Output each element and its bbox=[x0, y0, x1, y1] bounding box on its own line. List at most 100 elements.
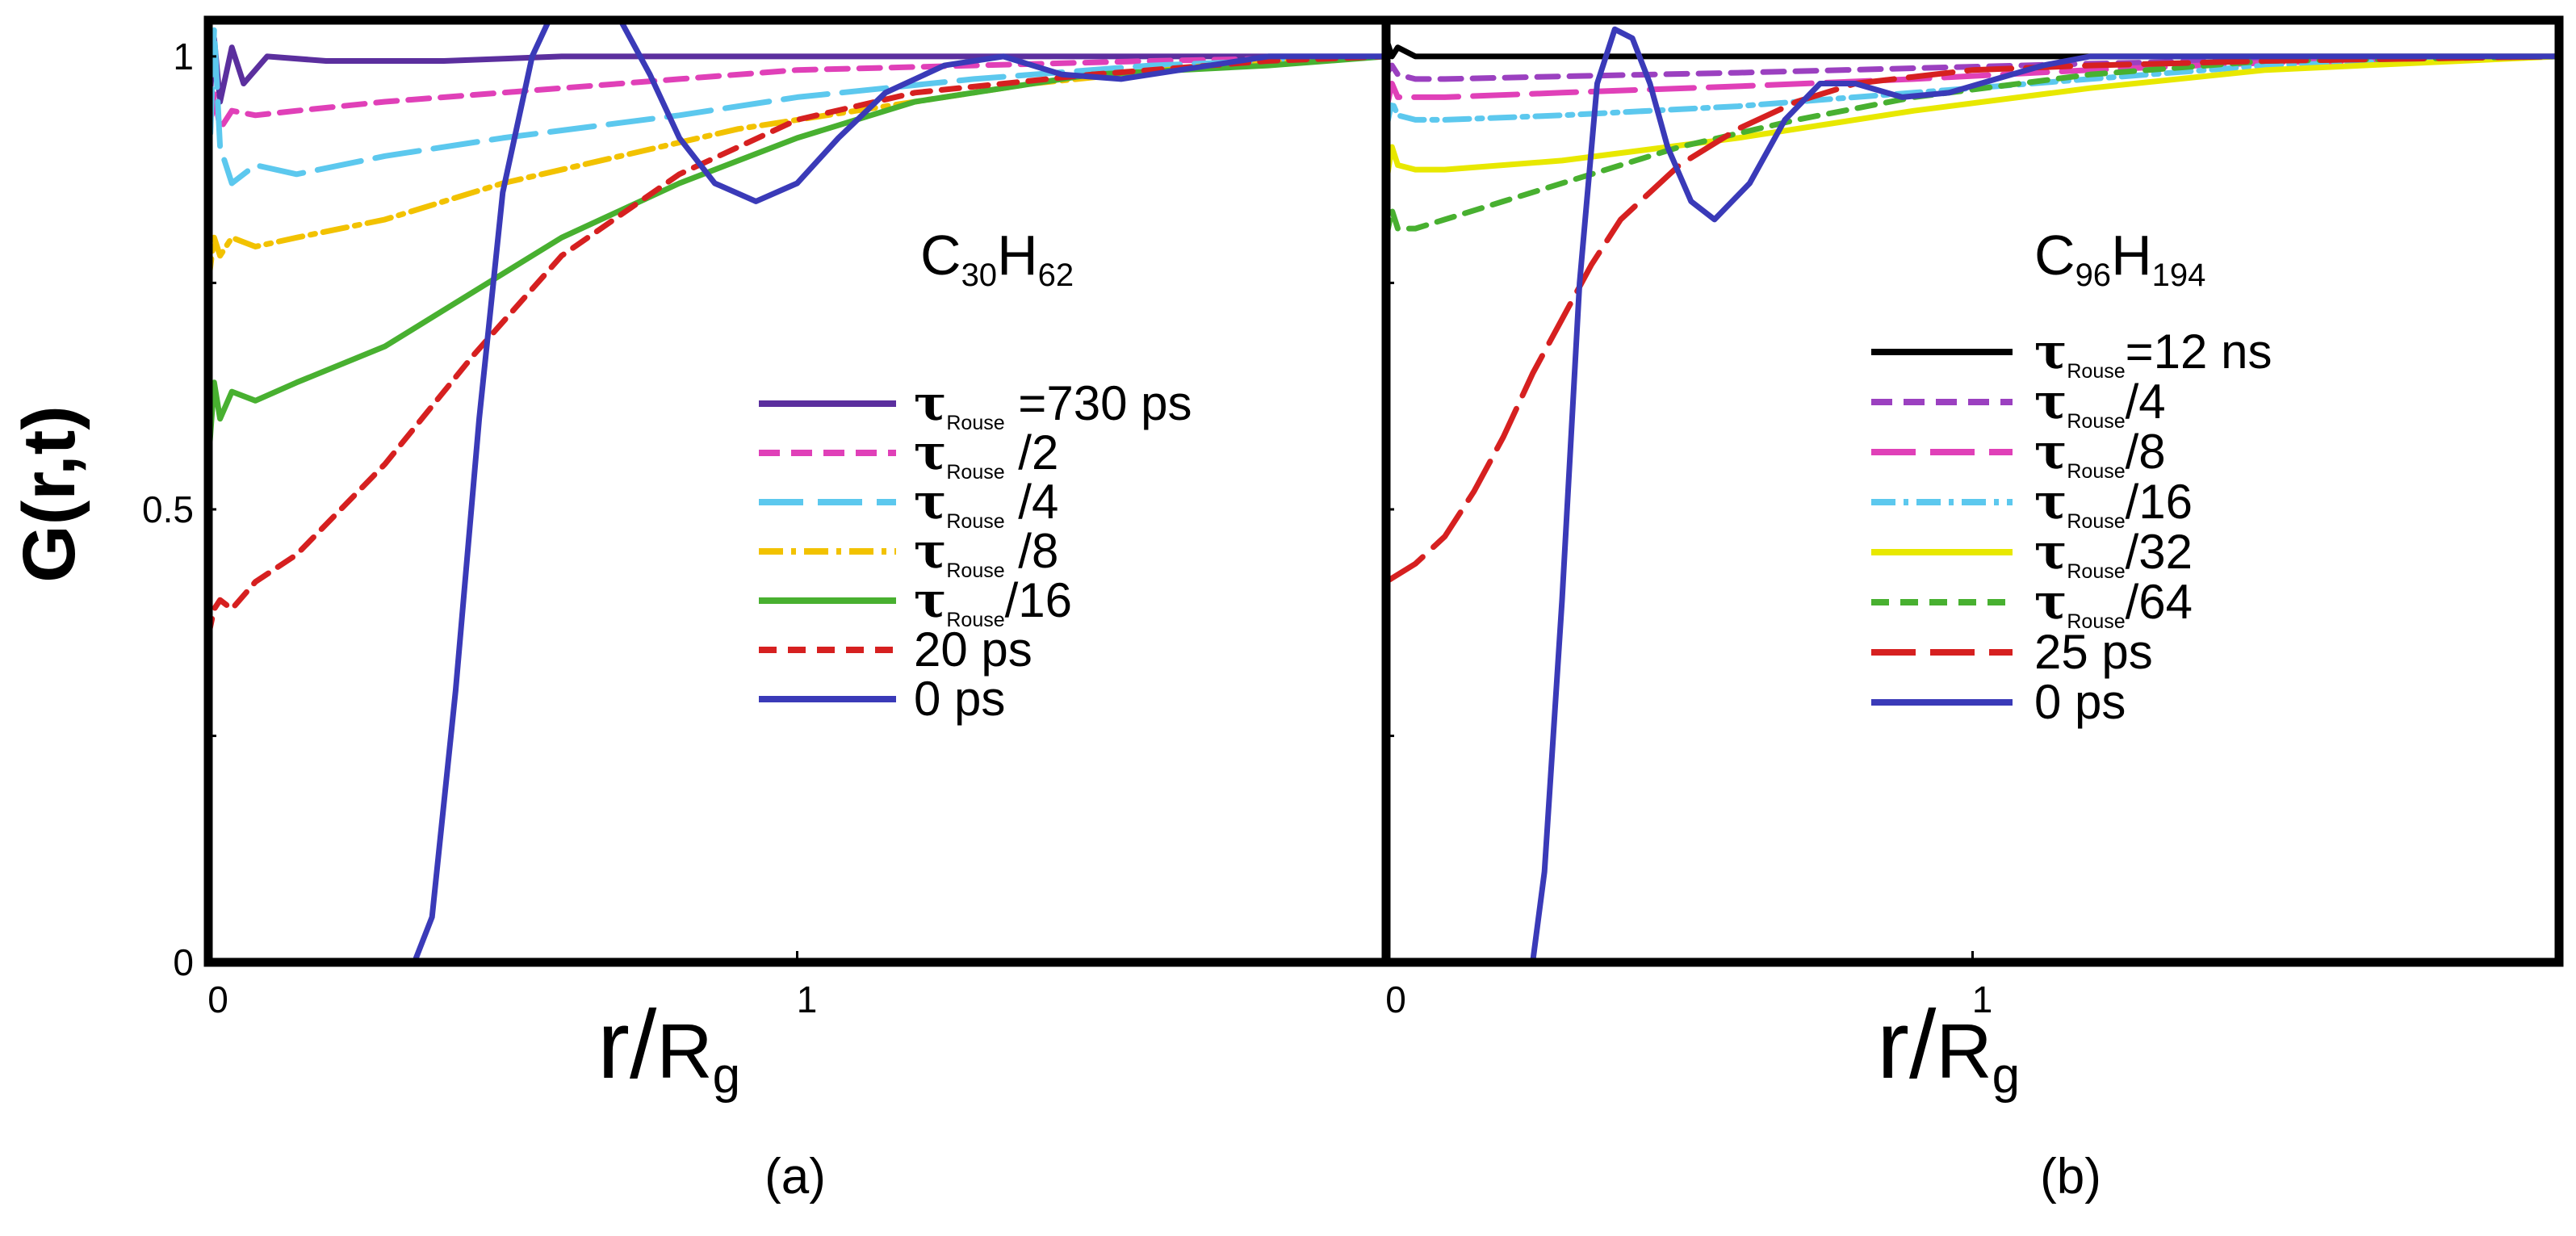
legend-tau: τ bbox=[914, 375, 946, 432]
legend-tau: τ bbox=[2034, 324, 2067, 380]
x-axis-label-R: R bbox=[656, 1008, 712, 1095]
formula-element: H bbox=[997, 224, 1038, 287]
legend-subscript: Rouse bbox=[946, 559, 1004, 582]
legend-entry: τRouse /8 bbox=[914, 523, 1058, 582]
series-line-1 bbox=[208, 35, 1386, 123]
legend-label: /4 bbox=[2126, 375, 2166, 429]
legend-subscript: Rouse bbox=[2067, 610, 2125, 633]
legend-label: =730 ps bbox=[1005, 376, 1192, 430]
panel-label: (a) bbox=[764, 1149, 826, 1205]
legend-subscript: Rouse bbox=[2067, 510, 2125, 533]
x-axis-label-r: r bbox=[1877, 991, 1909, 1099]
series-line-3 bbox=[208, 26, 1386, 195]
legend-label: /8 bbox=[2126, 425, 2166, 479]
series-group bbox=[1386, 26, 2559, 962]
legend-label: /16 bbox=[2126, 475, 2193, 529]
legend-label: =12 ns bbox=[2126, 325, 2272, 379]
legend-entry: 25 ps bbox=[2034, 625, 2153, 679]
legend-label: 25 ps bbox=[2034, 625, 2153, 679]
x-tick-label: 0 bbox=[1385, 978, 1406, 1020]
legend-label: /32 bbox=[2126, 525, 2193, 579]
x-axis-label-slash: / bbox=[630, 991, 657, 1099]
y-tick-label: 0 bbox=[173, 941, 194, 983]
legend-tau: τ bbox=[914, 474, 946, 530]
legend-subscript: Rouse bbox=[946, 461, 1004, 484]
legend-tau: τ bbox=[2034, 374, 2067, 430]
formula-element: C bbox=[2034, 224, 2075, 287]
legend-subscript: Rouse bbox=[2067, 460, 2125, 483]
legend-label: 0 ps bbox=[2034, 675, 2126, 729]
legend-entry: τRouse =730 ps bbox=[914, 375, 1192, 434]
legend-label: /2 bbox=[1005, 425, 1059, 480]
x-axis-label-subscript: g bbox=[1992, 1048, 2020, 1104]
legend-entry: τRouse/64 bbox=[2034, 574, 2193, 633]
x-axis-label-slash: / bbox=[1909, 991, 1937, 1099]
x-axis-label: r/Rg bbox=[1877, 991, 2020, 1104]
x-tick-label: 1 bbox=[1972, 978, 1993, 1020]
legend-entry: τRouse/8 bbox=[2034, 424, 2166, 483]
formula-subscript: 96 bbox=[2075, 258, 2112, 293]
legend-entry: τRouse/16 bbox=[2034, 474, 2193, 533]
legend-entry: 0 ps bbox=[914, 672, 1005, 726]
plot-frame bbox=[1381, 15, 2564, 967]
y-axis-label-args: (r,t) bbox=[8, 405, 90, 525]
x-axis-label-r: r bbox=[597, 991, 630, 1099]
legend-tau: τ bbox=[914, 523, 946, 580]
legend-subscript: Rouse bbox=[2067, 360, 2125, 383]
plot-frame bbox=[203, 15, 1391, 967]
series-line-5 bbox=[1386, 53, 2559, 186]
series-group bbox=[208, 20, 1386, 962]
legend-entry: 0 ps bbox=[2034, 675, 2126, 729]
legend-tau: τ bbox=[914, 572, 946, 629]
formula-annotation: C30H62 bbox=[920, 224, 1074, 293]
series-line-6 bbox=[208, 53, 1386, 639]
legend-tau: τ bbox=[2034, 574, 2067, 631]
legend-tau: τ bbox=[2034, 524, 2067, 580]
y-tick-label: 1 bbox=[173, 36, 194, 78]
frame-layer bbox=[203, 15, 2564, 967]
legend-label: /4 bbox=[1005, 475, 1059, 529]
legend-label: /64 bbox=[2126, 575, 2193, 629]
formula-subscript: 194 bbox=[2152, 258, 2206, 293]
legend-entry: τRouse /4 bbox=[914, 474, 1058, 533]
legend-tau: τ bbox=[2034, 424, 2067, 480]
legend-subscript: Rouse bbox=[946, 412, 1004, 434]
x-axis-label: r/Rg bbox=[597, 991, 740, 1104]
series-line-7 bbox=[208, 20, 1386, 962]
legend-subscript: Rouse bbox=[946, 510, 1004, 533]
series-line-2 bbox=[208, 53, 1386, 150]
y-axis-label: G(r,t) bbox=[8, 405, 90, 583]
formula-element: C bbox=[920, 224, 961, 287]
x-axis-label-subscript: g bbox=[713, 1048, 740, 1104]
legend-subscript: Rouse bbox=[2067, 560, 2125, 583]
legend-entry: τRouse/16 bbox=[914, 572, 1072, 631]
legend-tau: τ bbox=[2034, 474, 2067, 530]
series-line-4 bbox=[208, 53, 1386, 286]
legend-entry: τRouse/32 bbox=[2034, 524, 2193, 583]
x-tick-label: 1 bbox=[797, 978, 818, 1020]
panel-label: (b) bbox=[2040, 1149, 2101, 1205]
legend-tau: τ bbox=[914, 425, 946, 481]
legend-label: 20 ps bbox=[914, 622, 1032, 677]
y-tick-label: 0.5 bbox=[142, 488, 194, 530]
x-tick-label: 0 bbox=[207, 978, 228, 1020]
legend-label: /16 bbox=[1005, 573, 1072, 627]
formula-annotation: C96H194 bbox=[2034, 224, 2205, 293]
formula-element: H bbox=[2111, 224, 2152, 287]
y-axis-label-func: G bbox=[8, 525, 90, 583]
legend-label: 0 ps bbox=[914, 672, 1005, 726]
legend-entry: τRouse /2 bbox=[914, 425, 1058, 484]
legend-entry: τRouse=12 ns bbox=[2034, 324, 2272, 383]
series-line-4 bbox=[1386, 53, 2559, 132]
data-layer bbox=[208, 20, 2559, 962]
x-axis-label-R: R bbox=[1936, 1008, 1992, 1095]
formula-subscript: 62 bbox=[1038, 258, 1074, 293]
legend-subscript: Rouse bbox=[946, 609, 1004, 631]
series-line-5 bbox=[208, 53, 1386, 467]
series-line-7 bbox=[1386, 53, 2559, 585]
legend-entry: 20 ps bbox=[914, 622, 1032, 677]
legend-label: /8 bbox=[1005, 524, 1059, 578]
